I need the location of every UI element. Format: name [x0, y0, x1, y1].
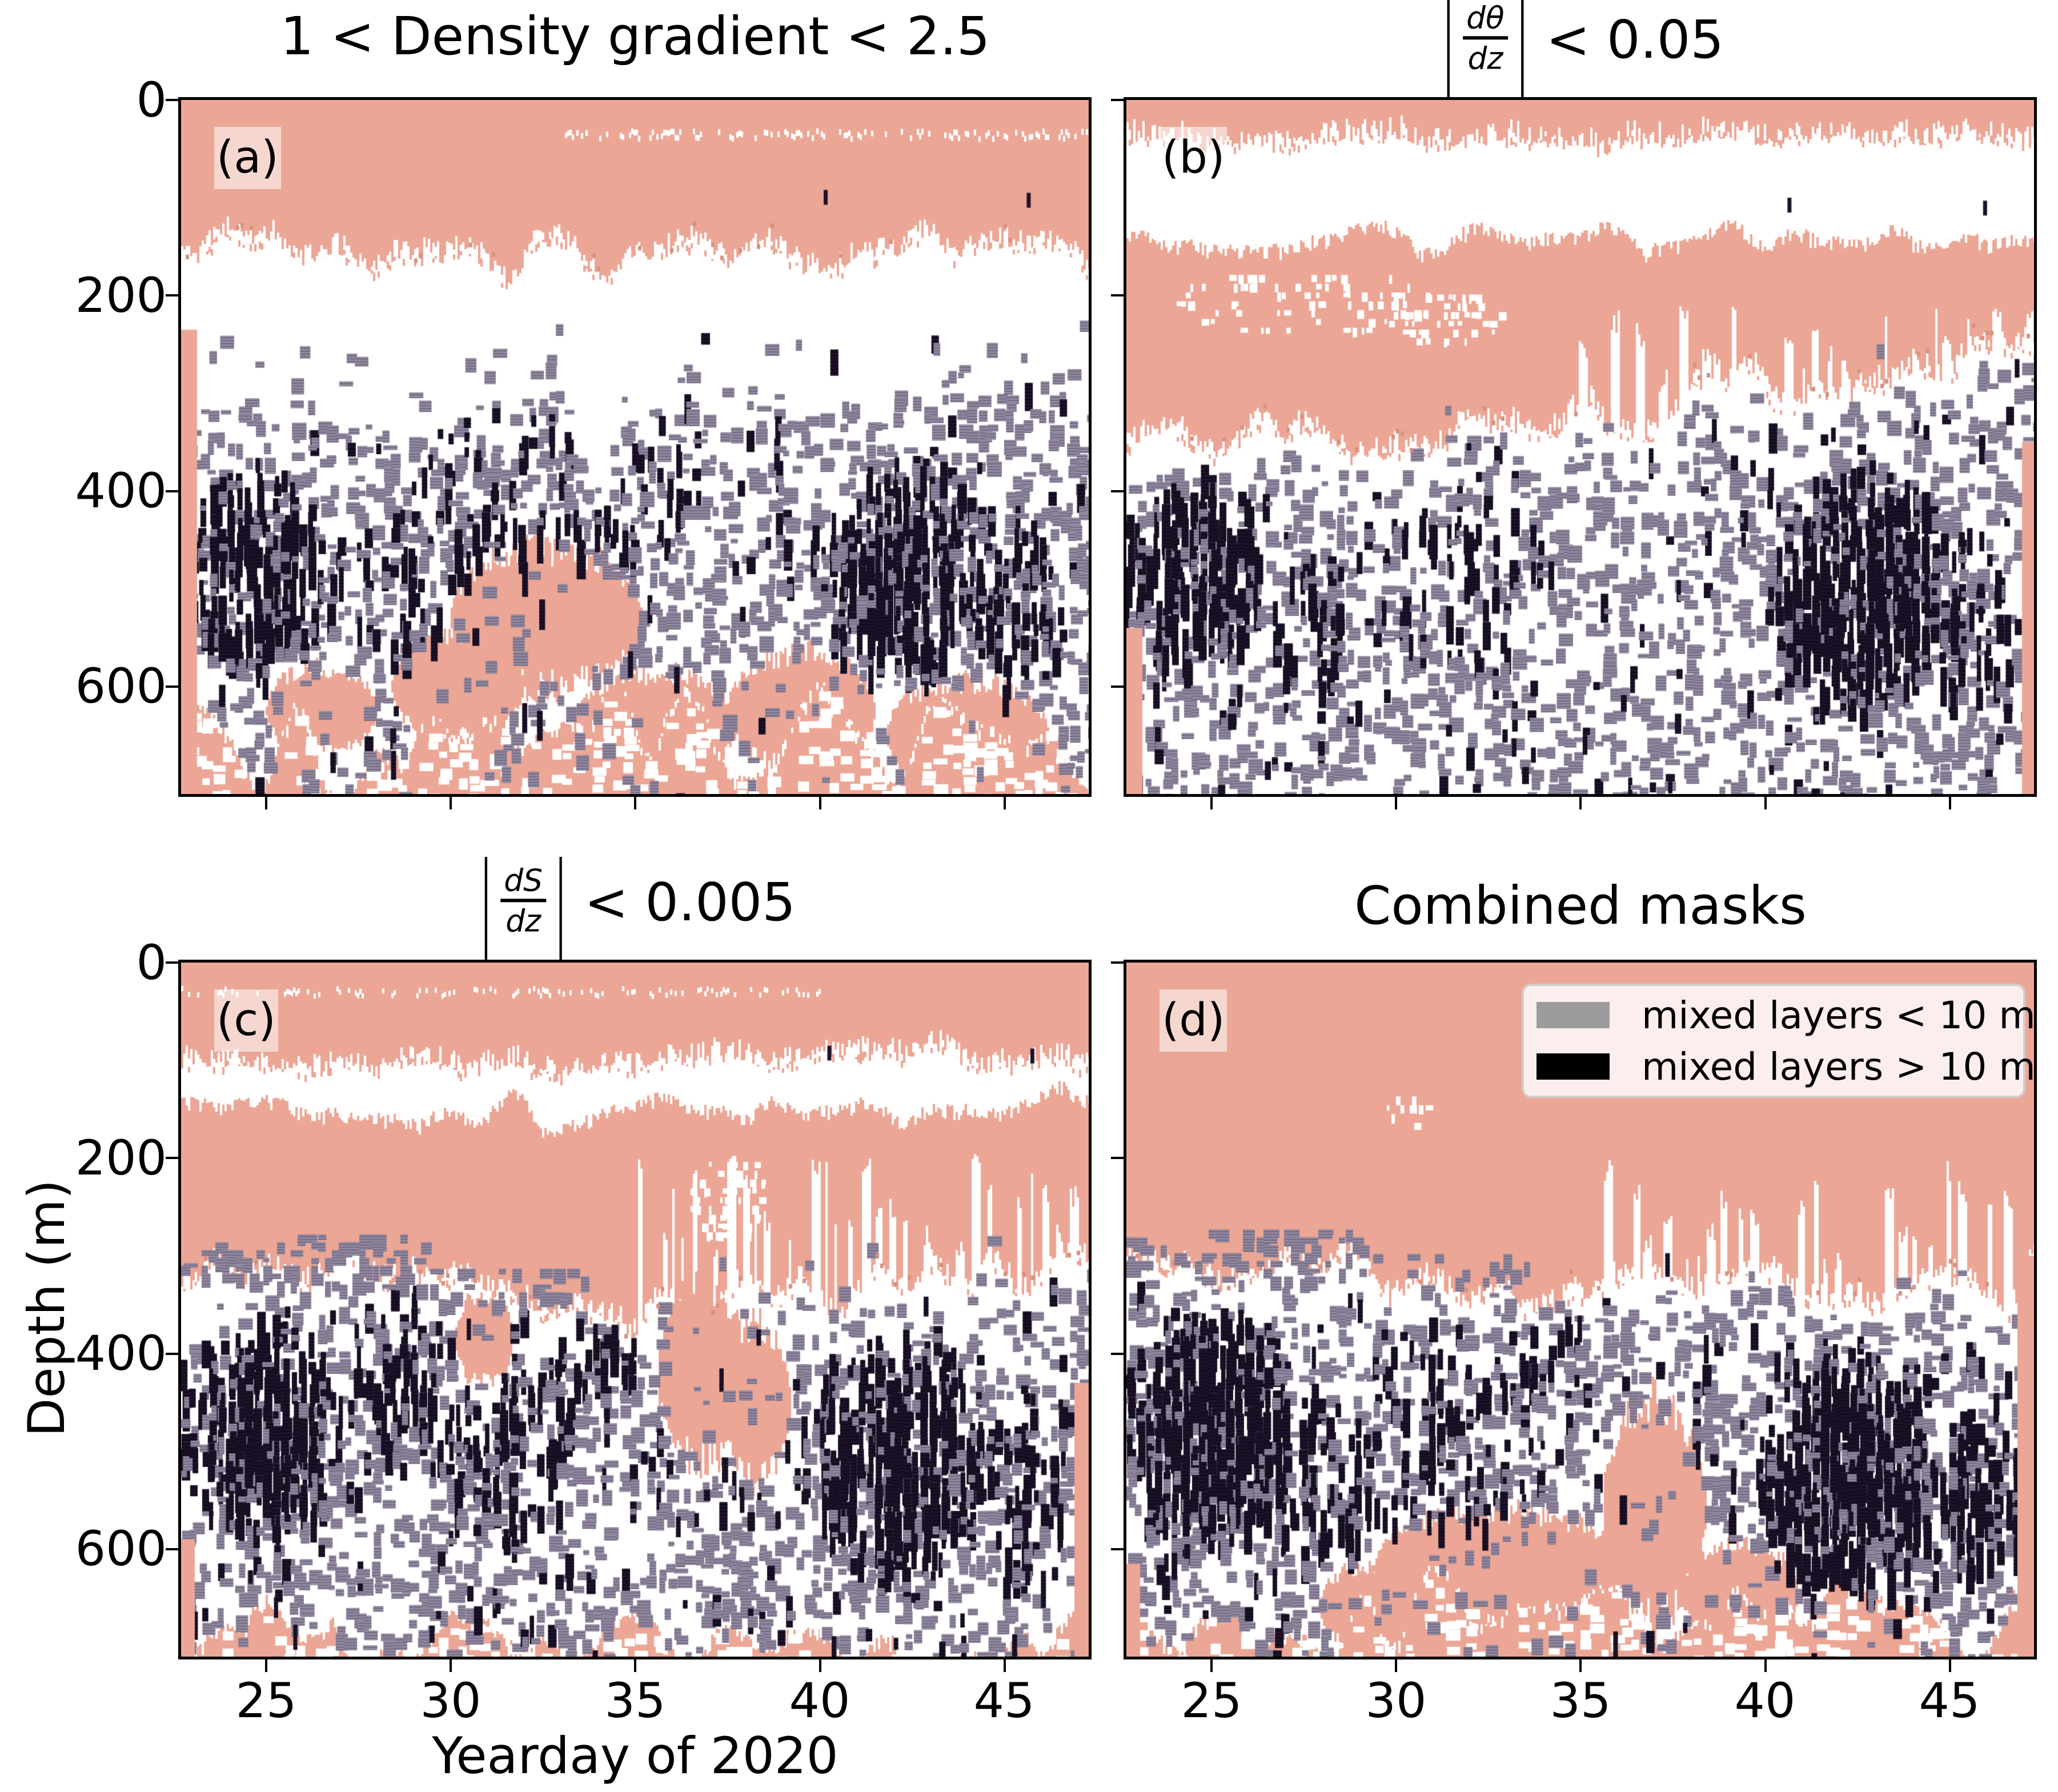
left-abs-bar: | — [477, 839, 495, 965]
panel-b-label: (b) — [1160, 127, 1227, 190]
tick-mark — [1948, 797, 1951, 809]
tick-mark — [265, 797, 268, 809]
panel-d-title: Combined masks — [1354, 863, 1807, 948]
panel-d-label-text: (d) — [1162, 995, 1225, 1046]
panel-d-title-text: Combined masks — [1354, 875, 1807, 936]
panel-c-label-text: (c) — [216, 995, 276, 1046]
legend: mixed layers < 10 m mixed layers > 10 m — [1522, 984, 2036, 1098]
y-tick-label: 400 — [75, 1325, 167, 1381]
panel-a-title: 1 < Density gradient < 2.5 — [280, 0, 990, 79]
panel-c — [178, 960, 1092, 1659]
tick-mark — [166, 490, 178, 492]
panel-c-label: (c) — [214, 989, 278, 1052]
panel-a-title-text: 1 < Density gradient < 2.5 — [280, 5, 990, 67]
y-tick-label: 400 — [75, 463, 167, 519]
panel-c-field — [181, 963, 1089, 1657]
tick-mark — [166, 1548, 178, 1550]
y-tick-label: 200 — [75, 267, 167, 323]
tick-mark — [1579, 1659, 1582, 1672]
panel-a-field — [181, 100, 1089, 794]
tick-mark — [1111, 490, 1124, 492]
x-tick-label: 45 — [973, 1673, 1035, 1729]
tick-mark — [819, 1659, 821, 1672]
left-abs-bar: | — [1439, 0, 1458, 102]
x-tick-label: 25 — [1181, 1673, 1242, 1729]
x-tick-label: 30 — [420, 1673, 482, 1729]
tick-mark — [1003, 797, 1006, 809]
panel-a-label-text: (a) — [216, 132, 279, 183]
panel-d-label: (d) — [1160, 989, 1227, 1052]
tick-mark — [1111, 685, 1124, 688]
tick-mark — [450, 797, 452, 809]
tick-mark — [1395, 1659, 1398, 1672]
x-axis-label: Yearday of 2020 — [432, 1726, 839, 1785]
tick-mark — [1003, 1659, 1006, 1672]
y-tick-label: 600 — [75, 658, 167, 714]
panel-b-title: | dθ dz | < 0.05 — [1437, 0, 1724, 102]
fraction-numerator: dθ — [1463, 2, 1508, 40]
tick-mark — [1111, 1352, 1124, 1355]
right-abs-bar: | — [1513, 0, 1531, 102]
legend-swatch-gray — [1537, 1002, 1610, 1028]
tick-mark — [1111, 294, 1124, 297]
tick-mark — [265, 1659, 268, 1672]
fraction-denominator: dz — [506, 903, 541, 939]
tick-mark — [1579, 797, 1582, 809]
panel-b — [1124, 97, 2037, 797]
tick-mark — [1210, 797, 1213, 809]
tick-mark — [166, 99, 178, 101]
x-tick-label: 45 — [1919, 1673, 1980, 1729]
threshold-text: < 0.005 — [584, 871, 796, 933]
tick-mark — [1111, 1548, 1124, 1550]
legend-label-thin-layers: mixed layers < 10 m — [1642, 993, 2036, 1037]
tick-mark — [166, 961, 178, 964]
tick-mark — [1764, 797, 1767, 809]
x-tick-label: 35 — [1550, 1673, 1611, 1729]
tick-mark — [634, 1659, 637, 1672]
dtheta-dz-fraction: dθ dz — [1463, 2, 1508, 74]
tick-mark — [1111, 961, 1124, 964]
tick-mark — [1111, 1157, 1124, 1160]
y-tick-label: 0 — [136, 935, 167, 991]
y-axis-label: Depth (m) — [17, 1179, 76, 1437]
y-tick-label: 0 — [136, 72, 167, 128]
tick-mark — [166, 685, 178, 688]
tick-mark — [1210, 1659, 1213, 1672]
panel-b-label-text: (b) — [1162, 132, 1225, 183]
tick-mark — [166, 1352, 178, 1355]
tick-mark — [1764, 1659, 1767, 1672]
legend-swatch-black — [1537, 1053, 1610, 1080]
tick-mark — [166, 294, 178, 297]
x-tick-label: 35 — [604, 1673, 666, 1729]
panel-a-label: (a) — [214, 127, 281, 190]
fraction-denominator: dz — [1467, 40, 1503, 77]
legend-item-thin-layers: mixed layers < 10 m — [1537, 993, 2036, 1037]
y-tick-label: 200 — [75, 1130, 167, 1186]
panel-c-title: | dS dz | < 0.005 — [475, 839, 796, 964]
legend-label-thick-layers: mixed layers > 10 m — [1642, 1044, 2036, 1089]
tick-mark — [634, 797, 637, 809]
panel-b-field — [1126, 100, 2034, 794]
tick-mark — [1111, 99, 1124, 101]
x-tick-label: 25 — [235, 1673, 297, 1729]
panel-a — [178, 97, 1092, 797]
x-tick-label: 40 — [789, 1673, 851, 1729]
tick-mark — [450, 1659, 452, 1672]
y-tick-label: 600 — [75, 1521, 167, 1577]
tick-mark — [819, 797, 821, 809]
tick-mark — [1948, 1659, 1951, 1672]
threshold-text: < 0.05 — [1546, 9, 1724, 70]
x-tick-label: 40 — [1734, 1673, 1796, 1729]
ds-dz-fraction: dS dz — [500, 865, 547, 939]
fraction-numerator: dS — [500, 865, 547, 903]
x-tick-label: 30 — [1365, 1673, 1427, 1729]
legend-item-thick-layers: mixed layers > 10 m — [1537, 1045, 2036, 1089]
tick-mark — [166, 1157, 178, 1160]
tick-mark — [1395, 797, 1398, 809]
right-abs-bar: | — [552, 839, 570, 965]
